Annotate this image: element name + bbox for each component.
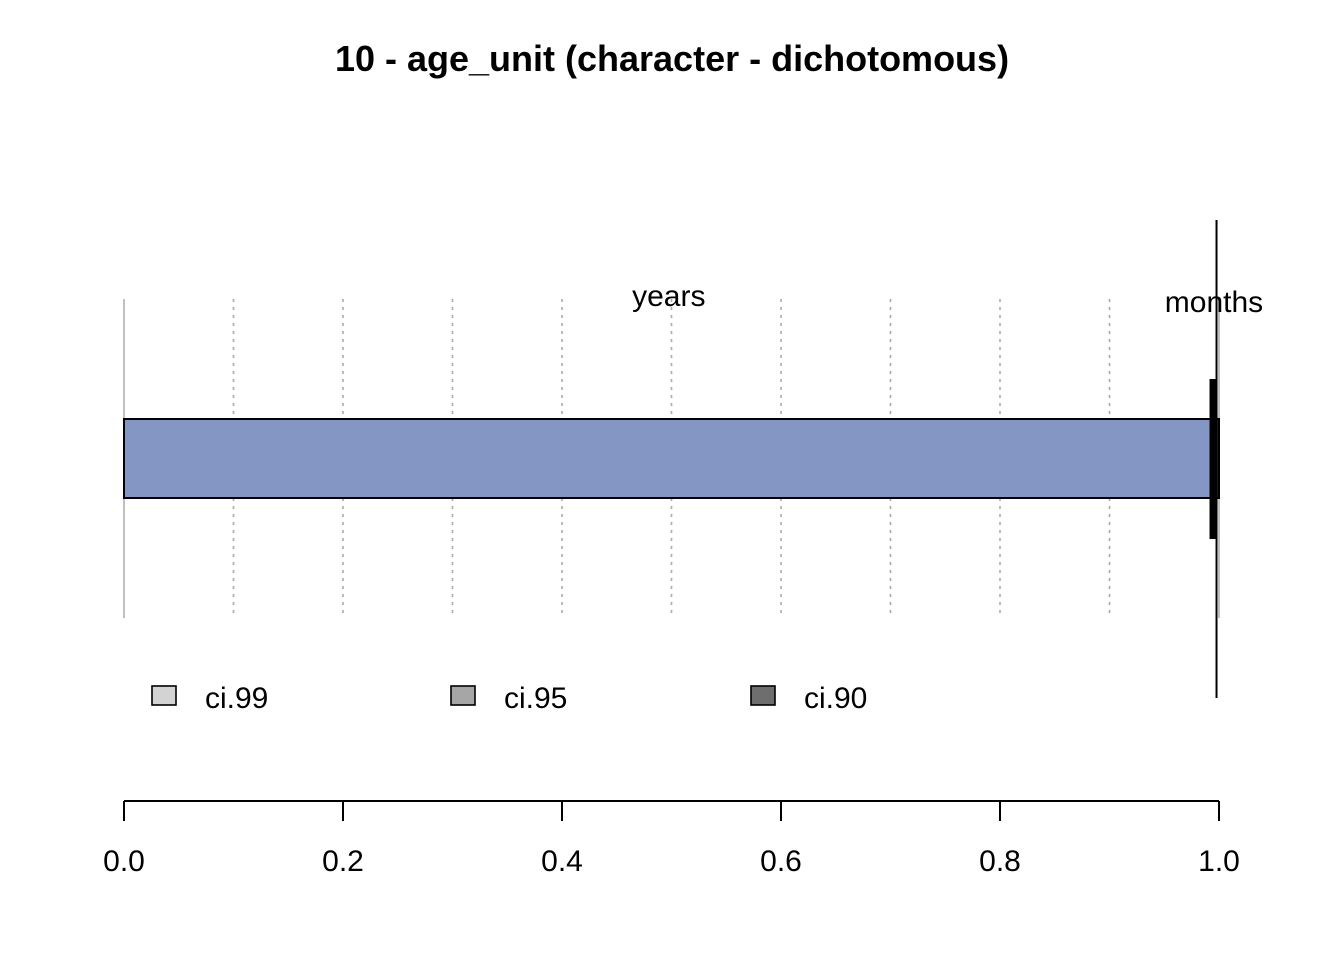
x-tick-label: 0.2 [322, 845, 364, 878]
category-label: months [1165, 286, 1263, 319]
chart-title: 10 - age_unit (character - dichotomous) [335, 38, 1009, 79]
x-tick-label: 0.0 [103, 845, 145, 878]
legend-swatch [450, 685, 476, 706]
legend-label: ci.99 [205, 682, 268, 715]
bar-years [123, 418, 1215, 499]
legend-swatch [151, 685, 177, 706]
legend-label: ci.95 [504, 682, 567, 715]
label-layer: years months [632, 280, 1263, 319]
bar-layer [123, 220, 1221, 698]
legend-swatch [750, 685, 776, 706]
x-axis: 0.0 0.2 0.4 0.6 0.8 1.0 [103, 800, 1240, 878]
legend-label: ci.90 [804, 682, 867, 715]
x-tick-label: 0.4 [541, 845, 583, 878]
x-tick-label: 0.8 [979, 845, 1021, 878]
grid-layer [123, 299, 1220, 618]
x-tick-label: 1.0 [1198, 845, 1240, 878]
legend-layer: ci.99 ci.95 ci.90 [151, 682, 867, 715]
category-label: years [632, 280, 705, 313]
x-tick-label: 0.6 [760, 845, 802, 878]
